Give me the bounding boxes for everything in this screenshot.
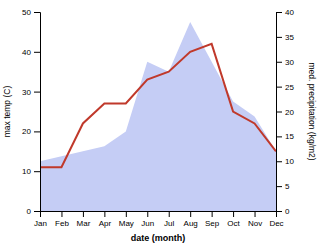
axis-line [277,13,283,212]
tick-label: Jun [141,219,154,228]
tick-label: 20 [22,127,31,136]
tick: Dec [269,211,283,228]
tick-mark [34,211,40,212]
tick-mark [83,211,84,217]
tick: 30 [22,88,40,97]
x-axis-title: date (month) [131,233,186,243]
tick: 20 [276,108,294,117]
tick-label: Oct [227,219,240,228]
tick-mark [190,211,191,217]
tick-mark [34,171,40,172]
tick: Jun [141,211,154,228]
tick: Apr [99,211,112,228]
tick-label: Dec [269,219,283,228]
tick-label: 10 [22,167,31,176]
tick-label: Nov [248,219,262,228]
tick-mark [276,62,282,63]
tick: Jul [164,211,174,228]
area [40,22,276,211]
tick-label: 40 [22,48,31,57]
tick: Jan [34,211,47,228]
tick-mark [255,211,256,217]
tick-mark [212,211,213,217]
y2-axis: 0 5 10 15 20 25 30 35 40 [276,8,294,216]
tick-label: Jan [34,219,47,228]
tick-mark [276,112,282,113]
tick: 5 [276,182,290,191]
tick-mark [34,52,40,53]
x-axis: Jan Feb Mar Apr May Jun Jul Aug Sep Oct Nov Dec [34,211,284,228]
tick: Sep [205,211,220,228]
tick: 0 [27,207,40,216]
tick-label: Mar [77,219,91,228]
tick-mark [233,211,234,217]
y2-axis-title: med. precipitation (kg/m2) [307,62,317,160]
tick-mark [276,161,282,162]
tick: 10 [22,167,40,176]
tick-mark [276,136,282,137]
tick-mark [34,12,40,13]
tick-label: 50 [22,8,31,17]
tick: Nov [248,211,262,228]
tick-label: 5 [285,182,290,191]
tick-label: 0 [27,207,32,216]
tick: 20 [22,127,40,136]
line [40,44,276,167]
tick-label: 15 [285,132,294,141]
tick-label: 20 [285,108,294,117]
marks [40,22,276,211]
tick-label: Aug [184,219,198,228]
plot: JanFebMarAprMayJunJulAugSepOctNovDec0102… [22,8,294,228]
tick-label: Jul [164,219,174,228]
tick-mark [276,186,282,187]
tick-label: 30 [22,88,31,97]
tick: 10 [276,157,294,166]
tick: 40 [276,8,294,17]
tick-mark [34,92,40,93]
tick-label: Sep [205,219,220,228]
tick-label: 10 [285,157,294,166]
tick: Aug [184,211,198,228]
tick: 40 [22,48,40,57]
tick-label: 35 [285,33,294,42]
tick: 15 [276,132,294,141]
tick-mark [147,211,148,217]
tick: 25 [276,83,294,92]
tick-mark [276,87,282,88]
y-axis-title: max temp (C) [2,86,12,138]
tick: 50 [22,8,40,17]
tick-label: May [119,219,134,228]
tick-label: 0 [285,207,290,216]
tick-label: 40 [285,8,294,17]
tick-mark [34,131,40,132]
tick: May [119,211,134,228]
tick: Feb [55,211,69,228]
tick-mark [276,12,282,13]
y-axis: 0 10 20 30 40 50 [22,8,40,216]
tick-mark [61,211,62,217]
tick-label: Feb [55,219,69,228]
tick: 35 [276,33,294,42]
axis-line [41,212,277,218]
tick: Oct [227,211,240,228]
chart: JanFebMarAprMayJunJulAugSepOctNovDec0102… [0,0,318,247]
tick-mark [276,37,282,38]
tick: 0 [276,207,290,216]
tick: Mar [77,211,91,228]
tick-label: Apr [99,219,112,228]
tick-label: 25 [285,83,294,92]
tick-label: 30 [285,58,294,67]
tick-mark [276,211,282,212]
axis-line [34,13,41,212]
tick-mark [104,211,105,217]
tick-mark [169,211,170,217]
tick-mark [126,211,127,217]
tick: 30 [276,58,294,67]
